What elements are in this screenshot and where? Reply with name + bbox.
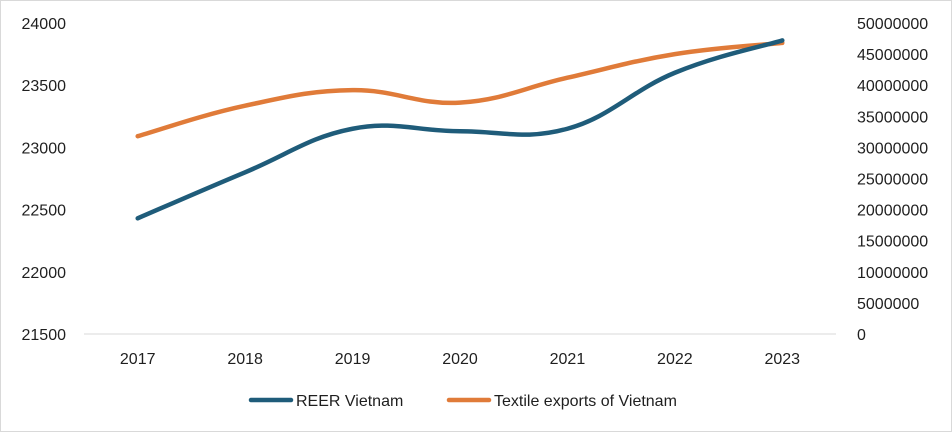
legend-label: Textile exports of Vietnam — [494, 393, 677, 410]
x-tick-label: 2018 — [227, 351, 263, 368]
x-axis: 2017 2018 2019 2020 2021 2022 2023 — [84, 333, 836, 368]
y-right-tick-label: 30000000 — [857, 140, 928, 157]
x-tick-label: 2022 — [657, 351, 693, 368]
y-right-tick-label: 15000000 — [857, 234, 928, 251]
y-right-tick-label: 20000000 — [857, 203, 928, 220]
y-right-tick-label: 5000000 — [857, 296, 919, 313]
x-tick-label: 2017 — [120, 351, 156, 368]
series-line-reer-vietnam — [135, 38, 785, 221]
legend-item-textile-exports: Textile exports of Vietnam — [446, 393, 677, 410]
left-axis: 21500 22000 22500 23000 23500 24000 — [22, 16, 67, 344]
y-right-tick-label: 0 — [857, 327, 866, 344]
y-right-tick-label: 25000000 — [857, 172, 928, 189]
y-left-tick-label: 21500 — [22, 327, 67, 344]
x-tick-label: 2023 — [764, 351, 800, 368]
legend-item-reer-vietnam: REER Vietnam — [248, 393, 403, 410]
y-right-tick-label: 35000000 — [857, 109, 928, 126]
legend: REER Vietnam Textile exports of Vietnam — [248, 393, 677, 410]
y-left-tick-label: 24000 — [22, 16, 67, 33]
y-right-tick-label: 45000000 — [857, 47, 928, 64]
right-axis: 0 5000000 10000000 15000000 20000000 25000000… — [857, 16, 928, 344]
y-right-tick-label: 10000000 — [857, 265, 928, 282]
y-right-tick-label: 40000000 — [857, 78, 928, 95]
y-left-tick-label: 22500 — [22, 203, 67, 220]
series-line-textile-exports — [135, 40, 785, 139]
y-left-tick-label: 23500 — [22, 78, 67, 95]
x-tick-label: 2020 — [442, 351, 478, 368]
y-left-tick-label: 23000 — [22, 140, 67, 157]
y-right-tick-label: 50000000 — [857, 16, 928, 33]
series-group — [135, 38, 785, 221]
y-left-tick-label: 22000 — [22, 265, 67, 282]
x-tick-label: 2019 — [335, 351, 371, 368]
x-tick-label: 2021 — [550, 351, 586, 368]
legend-label: REER Vietnam — [296, 393, 403, 410]
